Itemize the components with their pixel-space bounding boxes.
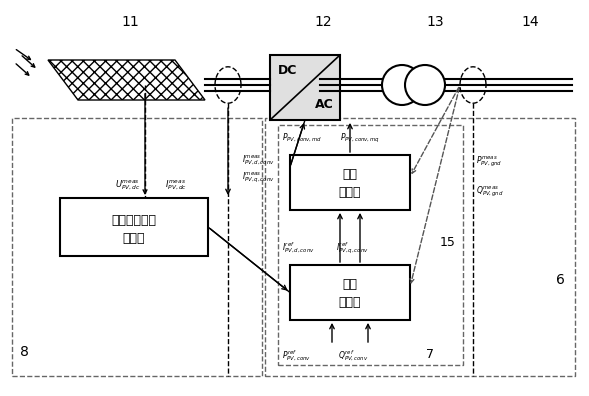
Text: $P^{meas}_{PV,gnd}$: $P^{meas}_{PV,gnd}$: [476, 155, 502, 169]
Text: 6: 6: [555, 273, 564, 287]
Text: 电流: 电流: [342, 169, 358, 181]
Text: 8: 8: [19, 345, 28, 359]
Text: $U^{meas}_{PV,dc}$: $U^{meas}_{PV,dc}$: [115, 178, 141, 192]
Text: $I^{meas}_{PV,d,conv}$: $I^{meas}_{PV,d,conv}$: [242, 153, 275, 167]
Bar: [278, 125, 463, 365]
Text: 11: 11: [121, 15, 139, 29]
Bar: [290, 265, 410, 320]
Circle shape: [382, 65, 422, 105]
Bar: [270, 55, 340, 120]
Text: $I^{ref}_{PV,q,conv}$: $I^{ref}_{PV,q,conv}$: [336, 240, 369, 256]
Text: $Q^{meas}_{PV,gnd}$: $Q^{meas}_{PV,gnd}$: [476, 185, 504, 199]
Text: 15: 15: [440, 236, 456, 249]
Text: $P^{ref}_{PV,conv}$: $P^{ref}_{PV,conv}$: [282, 348, 311, 364]
Text: $P_{PV,conv,mq}$: $P_{PV,conv,mq}$: [340, 131, 380, 145]
Bar: [60, 198, 208, 256]
Text: $I^{meas}_{PV,q,conv}$: $I^{meas}_{PV,q,conv}$: [242, 171, 275, 185]
Text: 7: 7: [426, 348, 434, 362]
Text: 功率: 功率: [342, 278, 358, 291]
Text: 控制器: 控制器: [339, 297, 361, 310]
Text: $Q^{ref}_{PV,conv}$: $Q^{ref}_{PV,conv}$: [338, 348, 369, 364]
Circle shape: [405, 65, 445, 105]
Text: $I^{meas}_{PV,dc}$: $I^{meas}_{PV,dc}$: [165, 178, 187, 192]
Text: 最大功率跟踪: 最大功率跟踪: [111, 213, 157, 227]
Polygon shape: [48, 60, 205, 100]
Text: $P_{PV,conv,md}$: $P_{PV,conv,md}$: [282, 132, 322, 144]
Text: AC: AC: [315, 99, 333, 112]
Text: DC: DC: [279, 63, 297, 76]
Bar: [290, 155, 410, 210]
Bar: [12, 118, 262, 376]
Text: 控制器: 控制器: [339, 187, 361, 200]
Text: 控制器: 控制器: [123, 232, 145, 244]
Text: $I^{ref}_{PV,d,conv}$: $I^{ref}_{PV,d,conv}$: [282, 241, 315, 255]
Text: 14: 14: [521, 15, 539, 29]
Text: 13: 13: [426, 15, 444, 29]
Text: 12: 12: [314, 15, 332, 29]
Bar: [265, 118, 575, 376]
